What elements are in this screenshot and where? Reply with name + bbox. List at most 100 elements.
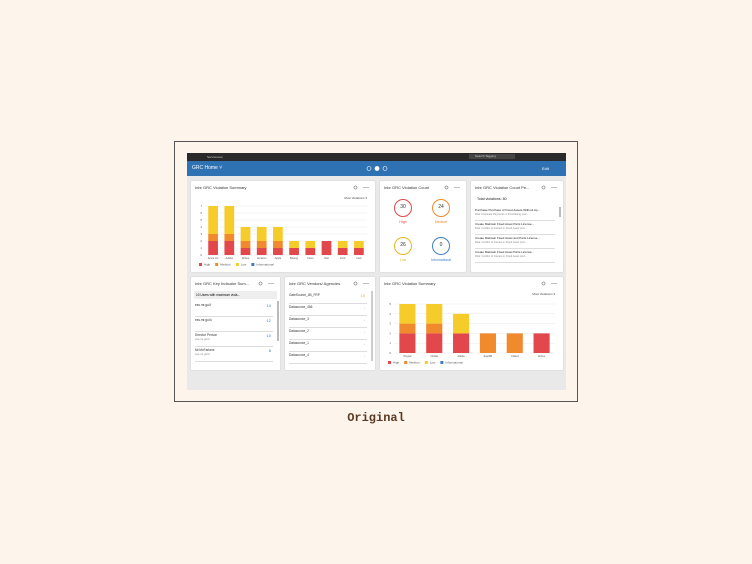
vendor-row: Datasource_4 › <box>289 353 367 364</box>
bar-segment <box>354 248 364 255</box>
card-actions[interactable] <box>541 281 559 286</box>
x-tick-label: SapiPR <box>484 354 493 358</box>
scrollbar[interactable] <box>559 207 561 217</box>
x-tick-label: Boeing <box>290 256 299 260</box>
bar-segment <box>240 241 251 248</box>
x-tick-label: Airbus <box>242 256 250 260</box>
filter-bar[interactable]: 10 Users with maximum viola... <box>194 291 277 299</box>
vendor-name: Datasource_4 <box>289 353 309 357</box>
bar-segment <box>426 323 443 334</box>
bar-segment <box>240 248 251 255</box>
vendor-name: Datasource_2 <box>289 329 309 333</box>
legend-swatch <box>199 263 202 266</box>
chart: 0 1 2 3 4 5 6 7 Acme Inc Adobe Airbus Amazon Apple Bo… <box>199 204 367 266</box>
count-value: 24 <box>432 199 450 217</box>
card-title: Inbr GRC Vendors/ Agencies <box>289 281 341 286</box>
y-tick-label: 0 <box>389 351 391 355</box>
x-tick-label: Ford <box>340 256 346 260</box>
bar-segment <box>273 248 283 255</box>
x-tick-label: Nvidia <box>431 354 439 358</box>
y-tick-label: 5 <box>200 218 202 222</box>
y-tick-label: 6 <box>200 211 202 215</box>
count-tile: 24 Medium <box>430 199 452 224</box>
count-value: 0 <box>432 237 450 255</box>
chevron[interactable]: › <box>364 305 365 310</box>
x-tick-label: Paypal <box>403 354 411 358</box>
legend-label: Informational <box>256 262 274 266</box>
vendor-name: Datasource_456 <box>289 305 313 309</box>
y-tick-label: 3 <box>389 322 391 326</box>
vendor-row: Datasource_456 › <box>289 305 367 316</box>
card: Inbr GRC Violation Count 30 High 24 Medium 2… <box>380 181 466 272</box>
sort-menu[interactable]: Most Violations ▾ <box>532 292 555 296</box>
card-actions[interactable] <box>258 281 276 286</box>
user-row: ess.mr.gul.f 14 <box>195 303 273 317</box>
count-label: High <box>399 220 407 224</box>
item-sub: Risk: Conflict of Interest in Fixed Asse… <box>475 241 528 244</box>
count-label: Informational <box>430 258 452 262</box>
chevron[interactable]: › <box>364 317 365 322</box>
bar-segment <box>273 241 283 248</box>
bar-segment <box>337 248 348 255</box>
chevron[interactable]: › <box>364 353 365 358</box>
y-tick-label: 0 <box>200 253 202 257</box>
card-actions[interactable] <box>353 185 371 190</box>
y-tick-label: 1 <box>200 246 202 250</box>
y-tick-label: 2 <box>389 331 391 335</box>
bar-segment <box>289 241 299 248</box>
legend-label: Medium <box>409 360 420 364</box>
bar-segment <box>426 333 443 353</box>
count-label: Low <box>399 258 407 262</box>
user-row: Mr.McFarlane ess.mr.gul.b 8 <box>195 348 273 362</box>
card-actions[interactable] <box>444 185 462 190</box>
count-label: Medium <box>434 220 448 224</box>
chevron[interactable]: › <box>364 341 365 346</box>
total-label: Total violations: 80 <box>477 197 507 201</box>
user-value: 10 <box>266 333 271 338</box>
bar-segment <box>208 206 218 234</box>
edit-button[interactable]: Edit <box>542 166 549 171</box>
y-tick-label: 3 <box>200 232 202 236</box>
y-tick-label: 1 <box>389 341 391 345</box>
bar-segment <box>426 304 443 324</box>
scrollbar[interactable] <box>371 291 373 361</box>
legend-swatch <box>251 263 255 266</box>
bar-segment <box>354 241 364 248</box>
bar-segment <box>224 241 235 255</box>
sort-menu[interactable]: Most Violations ▾ <box>344 196 367 200</box>
card-title: Inbr GRC Violation Summary <box>195 185 247 190</box>
scrollbar[interactable] <box>277 301 279 341</box>
count-tile: 0 Informational <box>430 237 452 262</box>
header: GRC Home ˅ Edit <box>187 161 566 176</box>
bar-segment <box>305 248 316 255</box>
user-name: ess.mr.gul.f <box>195 303 212 307</box>
card-title: Inbr GRC Violation Summary <box>384 281 436 286</box>
count-tile: 30 High <box>392 199 414 224</box>
dashboard-title[interactable]: GRC Home ˅ <box>192 165 223 171</box>
legend-label: High <box>204 262 211 266</box>
x-tick-label: Acme Inc <box>208 256 220 260</box>
item-title: Create Maintain Fixed Asset Parts Licens… <box>475 222 535 226</box>
y-tick-label: 2 <box>200 239 202 243</box>
x-tick-label: Clairef <box>511 354 519 358</box>
card: Inbr GRC Violation Summary Most Violatio… <box>380 277 563 370</box>
card: Inbr GRC Vendors/ Agencies GateSource_4B… <box>285 277 375 370</box>
chevron[interactable]: › <box>364 329 365 334</box>
card-title: Inbr GRC Violation Count <box>384 185 430 190</box>
x-tick-label: Intel <box>356 256 361 260</box>
legend-swatch <box>404 361 408 364</box>
search-box[interactable]: Search Tagging <box>469 154 515 159</box>
vendor-row: Datasource_3 › <box>289 317 367 328</box>
legend-swatch <box>424 361 428 364</box>
card-actions[interactable] <box>541 185 559 190</box>
card-actions[interactable] <box>353 281 371 286</box>
card-title: Inbr GRC Key Indicator Sum... <box>195 281 250 286</box>
vendor-name: Datasource_1 <box>289 341 309 345</box>
count-tile: 26 Low <box>392 237 414 262</box>
y-tick-label: 4 <box>389 312 391 316</box>
legend-swatch <box>215 263 219 266</box>
chart: 0 1 2 3 4 5 Paypal Nvidia Adobe SapiPR Clairef Airb… <box>388 302 555 364</box>
app-name: Servicenow <box>207 155 223 159</box>
bar-segment <box>289 248 299 255</box>
